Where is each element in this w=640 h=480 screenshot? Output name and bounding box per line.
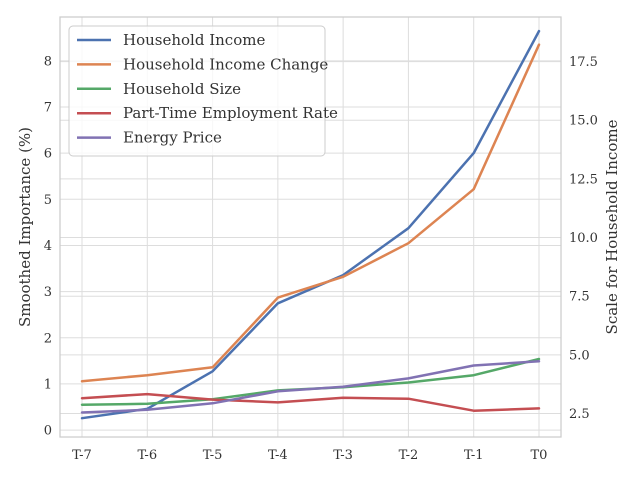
x-tick-label: T-6 — [137, 448, 157, 463]
y-tick-label: 6 — [44, 147, 52, 162]
y-tick-label: 1 — [44, 377, 52, 392]
x-tick-label: T-1 — [464, 448, 484, 463]
x-axis-ticks: T-7 T-6 T-5 T-4 T-3 T-2 T-1 T0 — [72, 448, 547, 463]
x-tick-label: T-2 — [399, 448, 419, 463]
y2-axis-label: Scale for Household Income — [603, 119, 621, 334]
x-tick-label: T-3 — [333, 448, 353, 463]
x-tick-label: T-7 — [72, 448, 92, 463]
y2-axis-ticks: 2.5 5.0 7.5 10.0 12.5 15.0 17.5 — [569, 55, 598, 422]
x-tick-label: T-4 — [268, 448, 288, 463]
y2-tick-label: 12.5 — [569, 172, 598, 187]
y2-tick-label: 7.5 — [569, 290, 590, 305]
legend-box — [68, 25, 326, 157]
y2-tick-label: 10.0 — [569, 231, 598, 246]
series-line-part-time-employment-rate — [80, 392, 541, 412]
y2-tick-label: 5.0 — [569, 348, 590, 363]
y-tick-label: 0 — [44, 424, 52, 439]
x-tick-label: T0 — [531, 448, 548, 463]
y-tick-label: 7 — [44, 101, 52, 116]
y-axis-ticks: 0 1 2 3 4 5 6 7 8 — [44, 54, 52, 438]
y-tick-label: 8 — [44, 54, 52, 69]
series-lines — [80, 29, 541, 420]
legend-label: Energy Price — [123, 129, 222, 147]
legend-label: Part-Time Employment Rate — [123, 104, 338, 122]
legend-label: Household Size — [123, 80, 241, 98]
legend-label: Household Income Change — [123, 55, 328, 73]
x-tick-label: T-5 — [203, 448, 223, 463]
y-tick-label: 4 — [44, 239, 52, 254]
legend-label: Household Income — [123, 31, 265, 49]
y-axis-label: Smoothed Importance (%) — [16, 127, 34, 327]
legend: Household Income Household Income Change H… — [68, 25, 338, 157]
y2-tick-label: 17.5 — [569, 55, 598, 70]
plot-frame — [59, 16, 562, 438]
y-tick-label: 3 — [44, 285, 52, 300]
y2-tick-label: 15.0 — [569, 114, 598, 129]
series-line-energy-price — [80, 360, 541, 414]
series-line-household-income-change — [80, 43, 541, 383]
y-tick-label: 2 — [44, 331, 52, 346]
y-tick-label: 5 — [44, 193, 52, 208]
y2-tick-label: 2.5 — [569, 407, 590, 422]
